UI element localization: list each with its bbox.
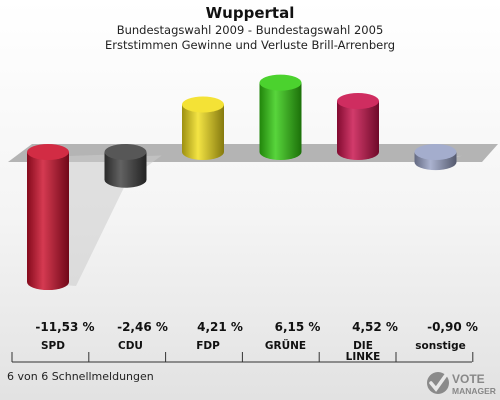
tick-label: SPD	[41, 340, 65, 352]
tick-label: CDU	[118, 340, 143, 352]
bar	[337, 93, 379, 160]
chart-title: Wuppertal	[205, 4, 295, 22]
bar	[27, 144, 69, 291]
tick-label: DIE	[353, 340, 373, 352]
tick-label: sonstige	[415, 340, 465, 352]
data-label: 4,21 %	[197, 320, 243, 334]
checkmark-icon	[427, 372, 449, 394]
chart-subtitle-district: Erststimmen Gewinne und Verluste Brill-A…	[104, 38, 396, 52]
tick-label: FDP	[196, 340, 220, 352]
data-label: -0,90 %	[427, 320, 478, 334]
data-label: 4,52 %	[352, 320, 398, 334]
vote-manager-logo: VOTE MANAGER	[427, 372, 496, 396]
logo-text-manager: MANAGER	[452, 386, 496, 396]
bar	[104, 144, 147, 188]
data-label: 6,15 %	[275, 320, 321, 334]
bar	[182, 96, 224, 160]
bar	[414, 144, 457, 171]
tick-label: LINKE	[346, 351, 381, 363]
data-label: -2,46 %	[117, 320, 168, 334]
tick-label: GRÜNE	[265, 338, 306, 352]
bar	[259, 74, 302, 160]
data-label: -11,53 %	[35, 320, 94, 334]
footer-status: 6 von 6 Schnellmeldungen	[7, 370, 154, 383]
chart-subtitle-election: Bundestagswahl 2009 - Bundestagswahl 200…	[116, 23, 384, 37]
logo-text-vote: VOTE	[452, 372, 485, 386]
